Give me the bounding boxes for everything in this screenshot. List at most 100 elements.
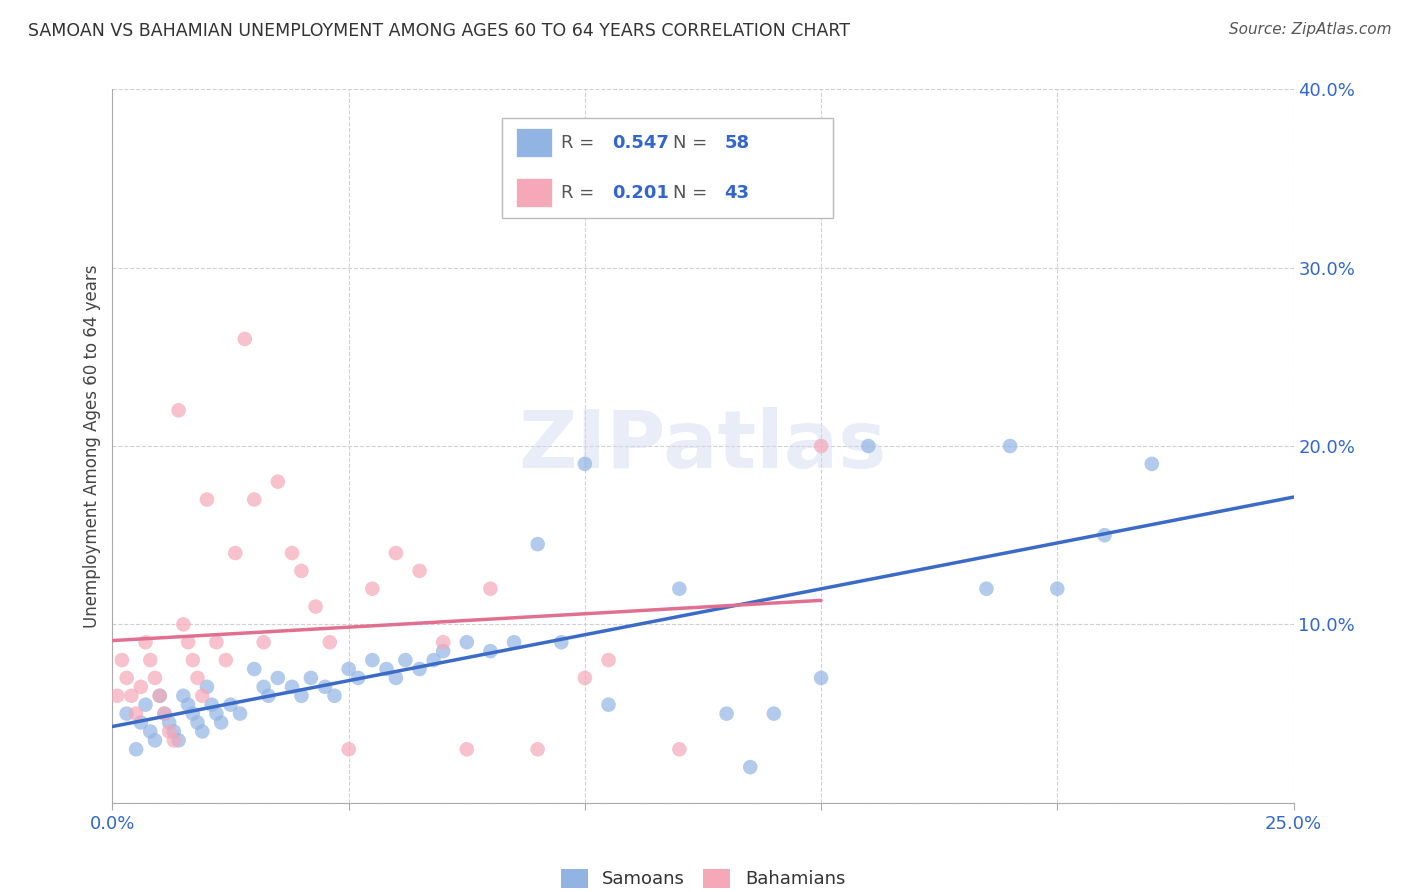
Point <box>257 689 280 703</box>
Text: Source: ZipAtlas.com: Source: ZipAtlas.com <box>1229 22 1392 37</box>
Point <box>205 706 228 721</box>
Point <box>157 715 180 730</box>
Text: 0.201: 0.201 <box>612 184 669 202</box>
Point <box>668 582 690 596</box>
Point <box>740 760 762 774</box>
FancyBboxPatch shape <box>516 128 551 157</box>
Point <box>385 546 408 560</box>
Text: N =: N = <box>673 184 713 202</box>
Point <box>422 653 444 667</box>
Point <box>574 457 596 471</box>
Point <box>205 635 228 649</box>
Point <box>129 715 152 730</box>
Point <box>201 698 224 712</box>
Point <box>456 742 478 756</box>
Point <box>153 706 176 721</box>
FancyBboxPatch shape <box>502 118 832 218</box>
Point <box>299 671 322 685</box>
Point <box>191 724 214 739</box>
Point <box>716 706 738 721</box>
Text: ZIPatlas: ZIPatlas <box>519 407 887 485</box>
Point <box>243 662 266 676</box>
Point <box>337 742 360 756</box>
Point <box>810 439 832 453</box>
Point <box>186 715 208 730</box>
FancyBboxPatch shape <box>516 178 551 207</box>
Point <box>143 671 166 685</box>
Point <box>135 635 157 649</box>
Point <box>195 492 218 507</box>
Point <box>314 680 336 694</box>
Point <box>153 706 176 721</box>
Text: R =: R = <box>561 184 600 202</box>
Point <box>209 715 232 730</box>
Point <box>526 742 548 756</box>
Point <box>157 724 180 739</box>
Point <box>668 742 690 756</box>
Point <box>323 689 346 703</box>
Point <box>111 653 134 667</box>
Point <box>125 742 148 756</box>
Point <box>191 689 214 703</box>
Point <box>172 617 194 632</box>
Point <box>167 403 190 417</box>
Point <box>526 537 548 551</box>
Point <box>243 492 266 507</box>
Point <box>456 635 478 649</box>
Text: 58: 58 <box>724 134 749 152</box>
Point <box>229 706 252 721</box>
Point <box>319 635 342 649</box>
Point <box>253 680 276 694</box>
Y-axis label: Unemployment Among Ages 60 to 64 years: Unemployment Among Ages 60 to 64 years <box>83 264 101 628</box>
Point <box>267 671 290 685</box>
Point <box>143 733 166 747</box>
Point <box>998 439 1021 453</box>
Point <box>215 653 238 667</box>
Point <box>1046 582 1069 596</box>
Point <box>479 644 502 658</box>
Point <box>347 671 370 685</box>
Point <box>408 662 430 676</box>
Point <box>432 644 454 658</box>
Point <box>375 662 398 676</box>
Point <box>120 689 142 703</box>
Point <box>177 635 200 649</box>
Point <box>408 564 430 578</box>
Point <box>574 671 596 685</box>
Legend: Samoans, Bahamians: Samoans, Bahamians <box>554 862 852 892</box>
Text: 0.547: 0.547 <box>612 134 669 152</box>
Point <box>479 582 502 596</box>
Point <box>337 662 360 676</box>
Point <box>810 671 832 685</box>
Point <box>149 689 172 703</box>
Point <box>550 635 572 649</box>
Point <box>195 680 218 694</box>
Point <box>762 706 785 721</box>
Point <box>139 653 162 667</box>
Point <box>290 564 312 578</box>
Point <box>1140 457 1163 471</box>
Point <box>115 671 138 685</box>
Point <box>598 653 620 667</box>
Point <box>129 680 152 694</box>
Text: N =: N = <box>673 134 713 152</box>
Point <box>172 689 194 703</box>
Point <box>163 733 186 747</box>
Point <box>385 671 408 685</box>
Point <box>115 706 138 721</box>
Point <box>181 706 204 721</box>
Point <box>304 599 326 614</box>
Point <box>858 439 880 453</box>
Point <box>267 475 290 489</box>
Point <box>233 332 256 346</box>
Point <box>503 635 526 649</box>
Point <box>598 698 620 712</box>
Point <box>186 671 208 685</box>
Point <box>177 698 200 712</box>
Point <box>139 724 162 739</box>
Point <box>976 582 998 596</box>
Point <box>253 635 276 649</box>
Point <box>135 698 157 712</box>
Point <box>219 698 242 712</box>
Point <box>125 706 148 721</box>
